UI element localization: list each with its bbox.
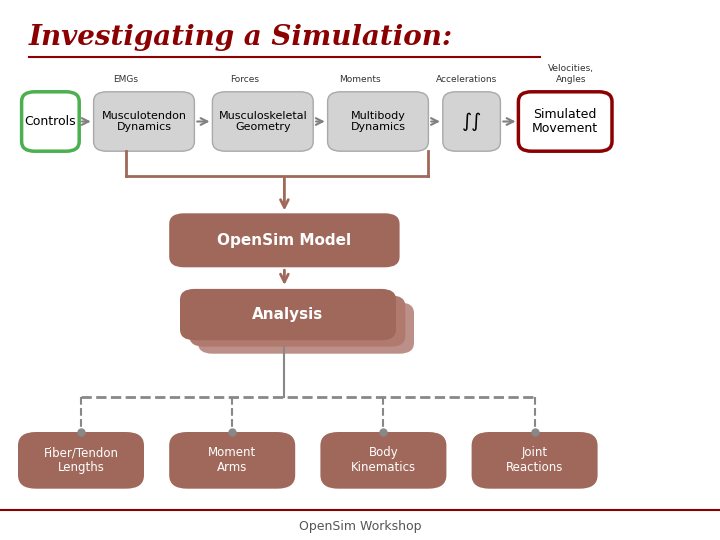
FancyBboxPatch shape	[94, 92, 194, 151]
Text: Body
Kinematics: Body Kinematics	[351, 447, 416, 474]
FancyBboxPatch shape	[212, 92, 313, 151]
Text: Investigating a Simulation:: Investigating a Simulation:	[29, 24, 453, 51]
Text: Controls: Controls	[24, 115, 76, 128]
Text: Simulated
Movement: Simulated Movement	[532, 107, 598, 136]
Text: Analysis: Analysis	[253, 307, 323, 322]
Text: Multibody
Dynamics: Multibody Dynamics	[351, 111, 405, 132]
FancyBboxPatch shape	[472, 432, 598, 489]
Text: Moments: Moments	[339, 75, 381, 84]
Text: Accelerations: Accelerations	[436, 75, 498, 84]
Text: Joint
Reactions: Joint Reactions	[506, 447, 563, 474]
Text: Musculotendon
Dynamics: Musculotendon Dynamics	[102, 111, 186, 132]
FancyBboxPatch shape	[169, 432, 295, 489]
FancyBboxPatch shape	[320, 432, 446, 489]
FancyBboxPatch shape	[189, 295, 405, 347]
Text: Fiber/Tendon
Lengths: Fiber/Tendon Lengths	[43, 447, 119, 474]
Text: EMGs: EMGs	[114, 75, 138, 84]
Text: OpenSim Workshop: OpenSim Workshop	[299, 520, 421, 533]
FancyBboxPatch shape	[22, 92, 79, 151]
FancyBboxPatch shape	[198, 302, 414, 354]
Text: ∫∫: ∫∫	[462, 112, 482, 131]
Text: OpenSim Model: OpenSim Model	[217, 233, 351, 248]
FancyBboxPatch shape	[443, 92, 500, 151]
FancyBboxPatch shape	[169, 213, 400, 267]
Text: Musculoskeletal
Geometry: Musculoskeletal Geometry	[218, 111, 307, 132]
Text: Moment
Arms: Moment Arms	[208, 447, 256, 474]
Text: Forces: Forces	[230, 75, 259, 84]
FancyBboxPatch shape	[518, 92, 612, 151]
Text: Velocities,
Angles: Velocities, Angles	[548, 64, 594, 84]
FancyBboxPatch shape	[18, 432, 144, 489]
FancyBboxPatch shape	[328, 92, 428, 151]
FancyBboxPatch shape	[180, 289, 396, 340]
